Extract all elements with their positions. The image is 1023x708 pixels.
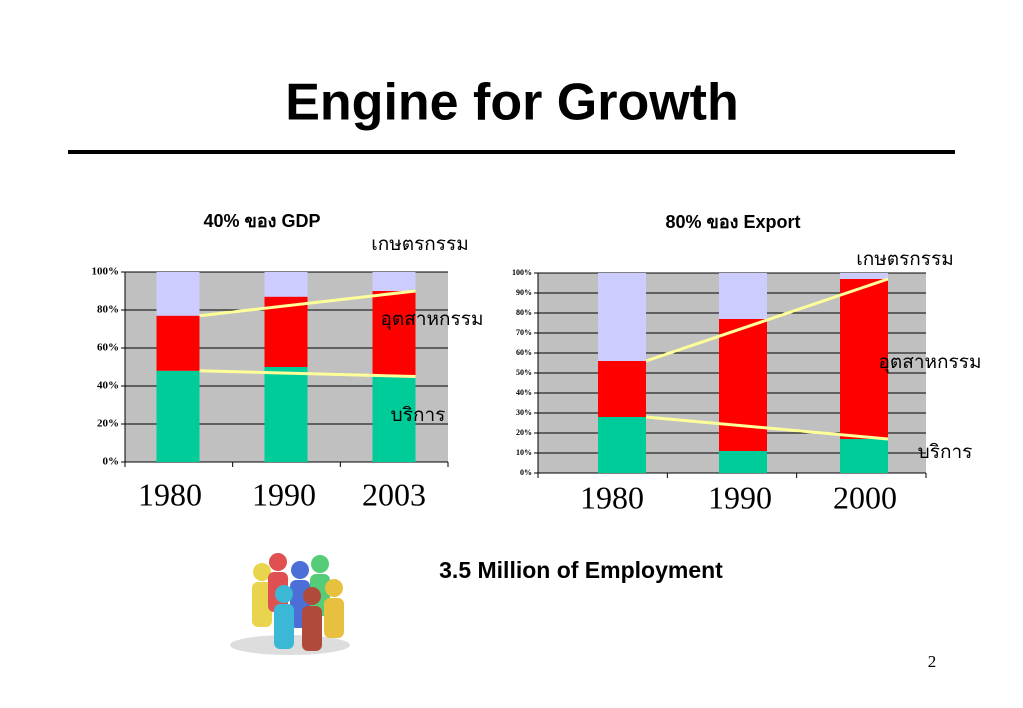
y-tick-label: 20% xyxy=(516,428,532,437)
y-tick-label: 100% xyxy=(92,266,120,278)
trend-line xyxy=(199,369,416,378)
slide-title: Engine for Growth xyxy=(285,74,739,132)
y-tick-label: 70% xyxy=(516,328,532,337)
y-tick-label: 0% xyxy=(520,468,532,477)
chart-title: 40% ของ GDP xyxy=(204,211,321,231)
bar-segment xyxy=(840,273,888,279)
y-tick-label: 80% xyxy=(516,308,532,317)
y-tick-label: 80% xyxy=(97,304,119,316)
bar-segment xyxy=(840,279,888,439)
bar-segment xyxy=(372,376,416,462)
bar-segment xyxy=(719,319,767,451)
x-tick-label: 2003 xyxy=(362,476,426,512)
bar-segment xyxy=(264,367,308,462)
bar-segment xyxy=(156,315,200,371)
y-tick-label: 0% xyxy=(103,456,120,468)
bar-segment xyxy=(598,361,646,417)
y-tick-label: 10% xyxy=(516,448,532,457)
series-label: เกษตรกรรม xyxy=(371,234,469,255)
y-tick-label: 100% xyxy=(512,268,532,277)
chart-title: 80% ของ Export xyxy=(666,212,801,232)
y-tick-label: 30% xyxy=(516,408,532,417)
x-tick-label: 1980 xyxy=(138,476,202,512)
bar-segment xyxy=(598,417,646,473)
bar-segment xyxy=(372,272,416,291)
bar-segment xyxy=(372,291,416,377)
people-icon xyxy=(230,553,350,655)
x-tick-label: 1990 xyxy=(252,476,316,512)
y-tick-label: 40% xyxy=(516,388,532,397)
trend-line xyxy=(645,277,889,363)
bar-segment xyxy=(156,370,200,462)
bar-segment xyxy=(840,439,888,473)
series-label: บริการ xyxy=(918,442,973,463)
trend-line xyxy=(645,415,889,441)
x-tick-label: 2000 xyxy=(833,479,897,515)
page-number: 2 xyxy=(928,652,937,671)
caption: 3.5 Million of Employment xyxy=(439,557,723,583)
bar-segment xyxy=(719,273,767,319)
bar-segment xyxy=(156,272,200,316)
trend-line xyxy=(199,289,416,318)
title-rule xyxy=(68,150,955,154)
y-tick-label: 40% xyxy=(97,380,119,392)
y-tick-label: 60% xyxy=(516,348,532,357)
y-tick-label: 20% xyxy=(97,418,119,430)
x-tick-label: 1980 xyxy=(580,479,644,515)
series-label: เกษตรกรรม xyxy=(856,249,954,270)
bar-segment xyxy=(598,273,646,361)
y-tick-label: 60% xyxy=(97,342,119,354)
series-label: บริการ xyxy=(391,405,446,426)
y-tick-label: 50% xyxy=(516,368,532,377)
bar-segment xyxy=(719,451,767,473)
series-label: อุตสาหกรรม xyxy=(381,309,484,331)
x-tick-label: 1990 xyxy=(708,479,772,515)
y-tick-label: 90% xyxy=(516,288,532,297)
bar-segment xyxy=(264,272,308,297)
series-label: อุตสาหกรรม xyxy=(879,352,982,374)
